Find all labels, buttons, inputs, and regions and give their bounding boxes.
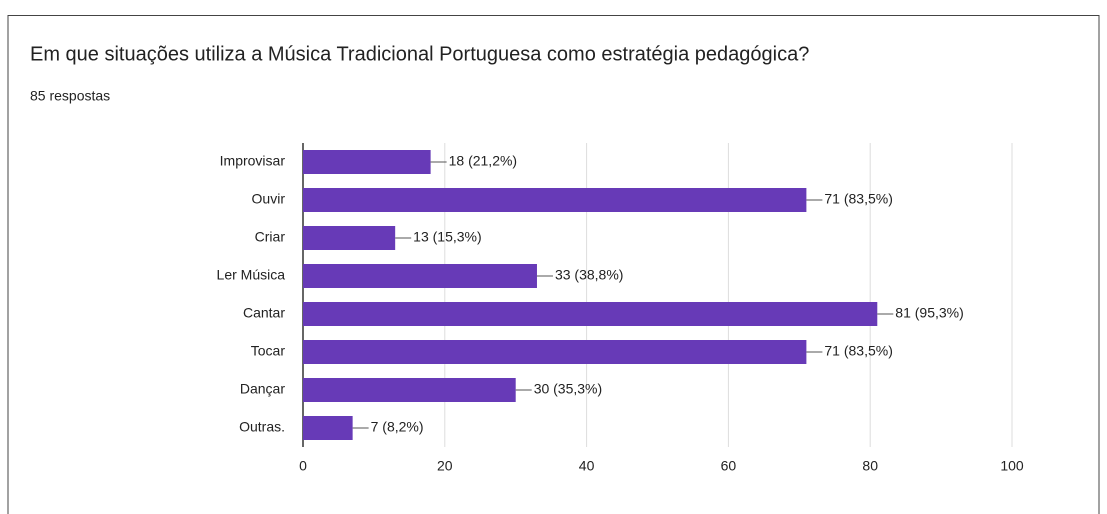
- chart-subtitle: 85 respostas: [30, 88, 110, 104]
- bar: [303, 150, 431, 174]
- card-border: [7, 15, 1100, 514]
- data-label: 71 (83,5%): [824, 191, 892, 207]
- y-tick-label: Criar: [255, 229, 286, 245]
- data-label: 13 (15,3%): [413, 229, 481, 245]
- x-tick-label: 20: [437, 458, 453, 474]
- x-tick-label: 100: [1000, 458, 1024, 474]
- bar: [303, 340, 807, 364]
- y-tick-label: Outras.: [239, 419, 285, 435]
- data-label: 33 (38,8%): [555, 267, 623, 283]
- y-tick-label: Improvisar: [220, 153, 286, 169]
- bar: [303, 264, 537, 288]
- y-tick-label: Dançar: [240, 381, 285, 397]
- y-tick-label: Ler Música: [217, 267, 286, 283]
- bar: [303, 378, 516, 402]
- x-tick-label: 40: [579, 458, 595, 474]
- bar: [303, 226, 396, 250]
- data-label: 81 (95,3%): [895, 305, 963, 321]
- data-label: 30 (35,3%): [534, 381, 602, 397]
- bar: [303, 302, 878, 326]
- x-tick-label: 80: [862, 458, 878, 474]
- chart-title: Em que situações utiliza a Música Tradic…: [30, 43, 809, 65]
- x-tick-label: 0: [299, 458, 307, 474]
- y-tick-label: Tocar: [251, 343, 286, 359]
- data-label: 18 (21,2%): [449, 153, 517, 169]
- y-tick-label: Ouvir: [252, 191, 286, 207]
- bar: [303, 188, 807, 212]
- data-label: 7 (8,2%): [371, 419, 424, 435]
- y-tick-label: Cantar: [243, 305, 285, 321]
- x-tick-label: 60: [721, 458, 737, 474]
- data-label: 71 (83,5%): [824, 343, 892, 359]
- bar: [303, 416, 353, 440]
